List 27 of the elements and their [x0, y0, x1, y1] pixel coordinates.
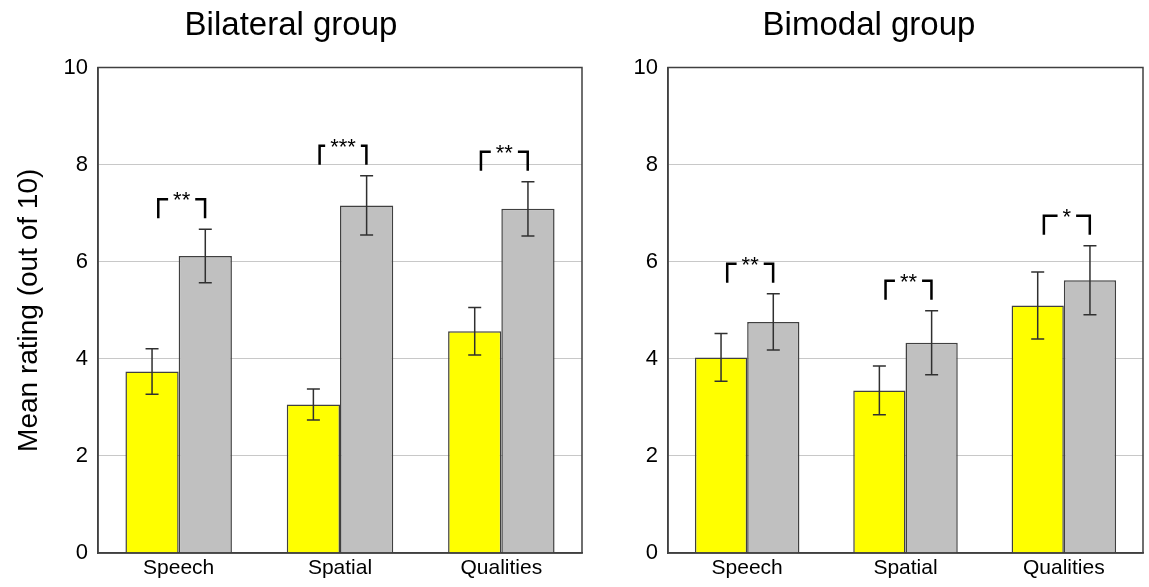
y-tick-label: 6: [75, 247, 88, 273]
y-tick-label: 8: [75, 150, 88, 176]
y-tick-label: 8: [645, 150, 658, 176]
y-tick-label: 4: [645, 344, 658, 370]
x-tick-label: Speech: [711, 555, 783, 579]
annotation: **: [741, 251, 760, 277]
y-tick-label: 2: [75, 441, 88, 467]
annotation: ***: [330, 133, 357, 159]
annotation: **: [495, 139, 514, 165]
x-tick-label: Qualities: [460, 555, 543, 579]
y-tick-label: 10: [63, 53, 88, 79]
y-axis-title: Mean rating (out of 10): [11, 168, 43, 452]
x-tick-label: Speech: [143, 555, 215, 579]
y-tick-label: 2: [645, 441, 658, 467]
x-tick-label: Spatial: [873, 555, 938, 579]
chart-title: Bimodal group: [762, 4, 976, 42]
y-tick-label: 4: [75, 344, 88, 370]
x-tick-label: Qualities: [1022, 555, 1105, 579]
y-tick-label: 10: [633, 53, 658, 79]
y-tick-label: 6: [645, 247, 658, 273]
annotation: *: [1062, 203, 1072, 229]
y-tick-label: 0: [645, 539, 658, 565]
x-tick-label: Spatial: [307, 555, 373, 579]
y-tick-label: 0: [75, 539, 88, 565]
annotation: **: [899, 268, 918, 294]
chart-title: Bilateral group: [184, 4, 398, 42]
annotation: **: [173, 187, 191, 213]
